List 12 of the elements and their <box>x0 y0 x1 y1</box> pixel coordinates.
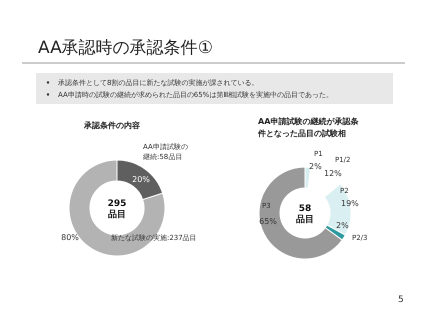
text: 58品目 <box>296 204 314 225</box>
data-label: 19% <box>341 199 360 208</box>
data-label: 2% <box>309 162 322 171</box>
text: 5 <box>398 295 404 305</box>
data-label: 2% <box>336 221 350 230</box>
data-label: 12% <box>324 169 342 178</box>
data-label: 80% <box>61 233 80 242</box>
chart-title: AA申請試験の継続が承認条件となった品目の試験相 <box>257 117 358 138</box>
chart-title: 承認条件の内容 <box>83 120 141 130</box>
data-label: 20% <box>132 175 150 184</box>
text: AA承認時の承認条件① <box>38 38 213 58</box>
text: 295品目 <box>108 199 126 220</box>
